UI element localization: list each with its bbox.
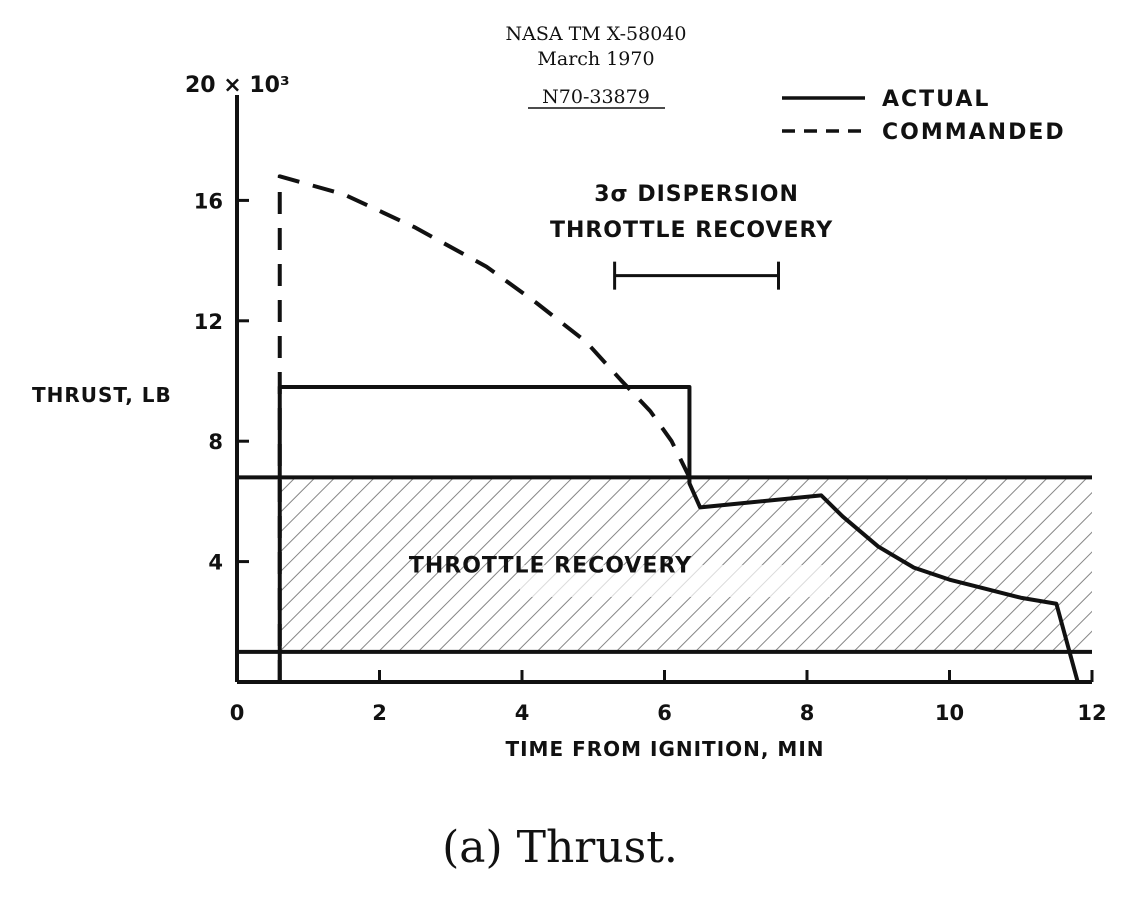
y-tick-label: 8 xyxy=(208,430,223,454)
x-tick-label: 12 xyxy=(1077,701,1106,725)
report-id: NASA TM X-58040 xyxy=(505,23,686,45)
axes: 4 8 12 16 0 2 4 6 8 10 12 xyxy=(194,95,1107,725)
y-tick-label: 16 xyxy=(194,189,223,213)
x-axis-title: TIME FROM IGNITION, MIN xyxy=(505,737,824,761)
y-multiplier-label: 20 × 10³ xyxy=(185,73,290,98)
legend-label-actual: ACTUAL xyxy=(882,87,990,112)
series-line-commanded xyxy=(277,174,692,682)
y-tick-label: 4 xyxy=(208,551,223,575)
x-tick-label: 8 xyxy=(800,701,815,725)
series-line-actual xyxy=(277,385,1080,683)
legend-label-commanded: COMMANDED xyxy=(882,120,1066,145)
x-tick-label: 10 xyxy=(935,701,964,725)
figure-caption: (a) Thrust. xyxy=(442,822,678,873)
region-label-backdrop xyxy=(520,565,830,597)
x-tick-label: 0 xyxy=(230,701,245,725)
accession-number: N70-33879 xyxy=(542,86,650,108)
series-layer xyxy=(277,174,1080,683)
throttle-recovery-region xyxy=(279,477,1092,652)
dispersion-label-line1: 3σ DISPERSION xyxy=(594,182,799,207)
x-tick-label: 6 xyxy=(657,701,672,725)
dispersion-label-line2: THROTTLE RECOVERY xyxy=(550,218,833,243)
report-date: March 1970 xyxy=(537,48,654,70)
region-label: THROTTLE RECOVERY xyxy=(409,554,692,579)
y-axis-title: THRUST, LB xyxy=(32,383,172,407)
x-tick-label: 2 xyxy=(372,701,387,725)
legend: ACTUAL COMMANDED xyxy=(782,87,1066,145)
x-tick-label: 4 xyxy=(515,701,530,725)
dispersion-bracket xyxy=(613,261,780,290)
y-tick-label: 12 xyxy=(194,310,223,334)
